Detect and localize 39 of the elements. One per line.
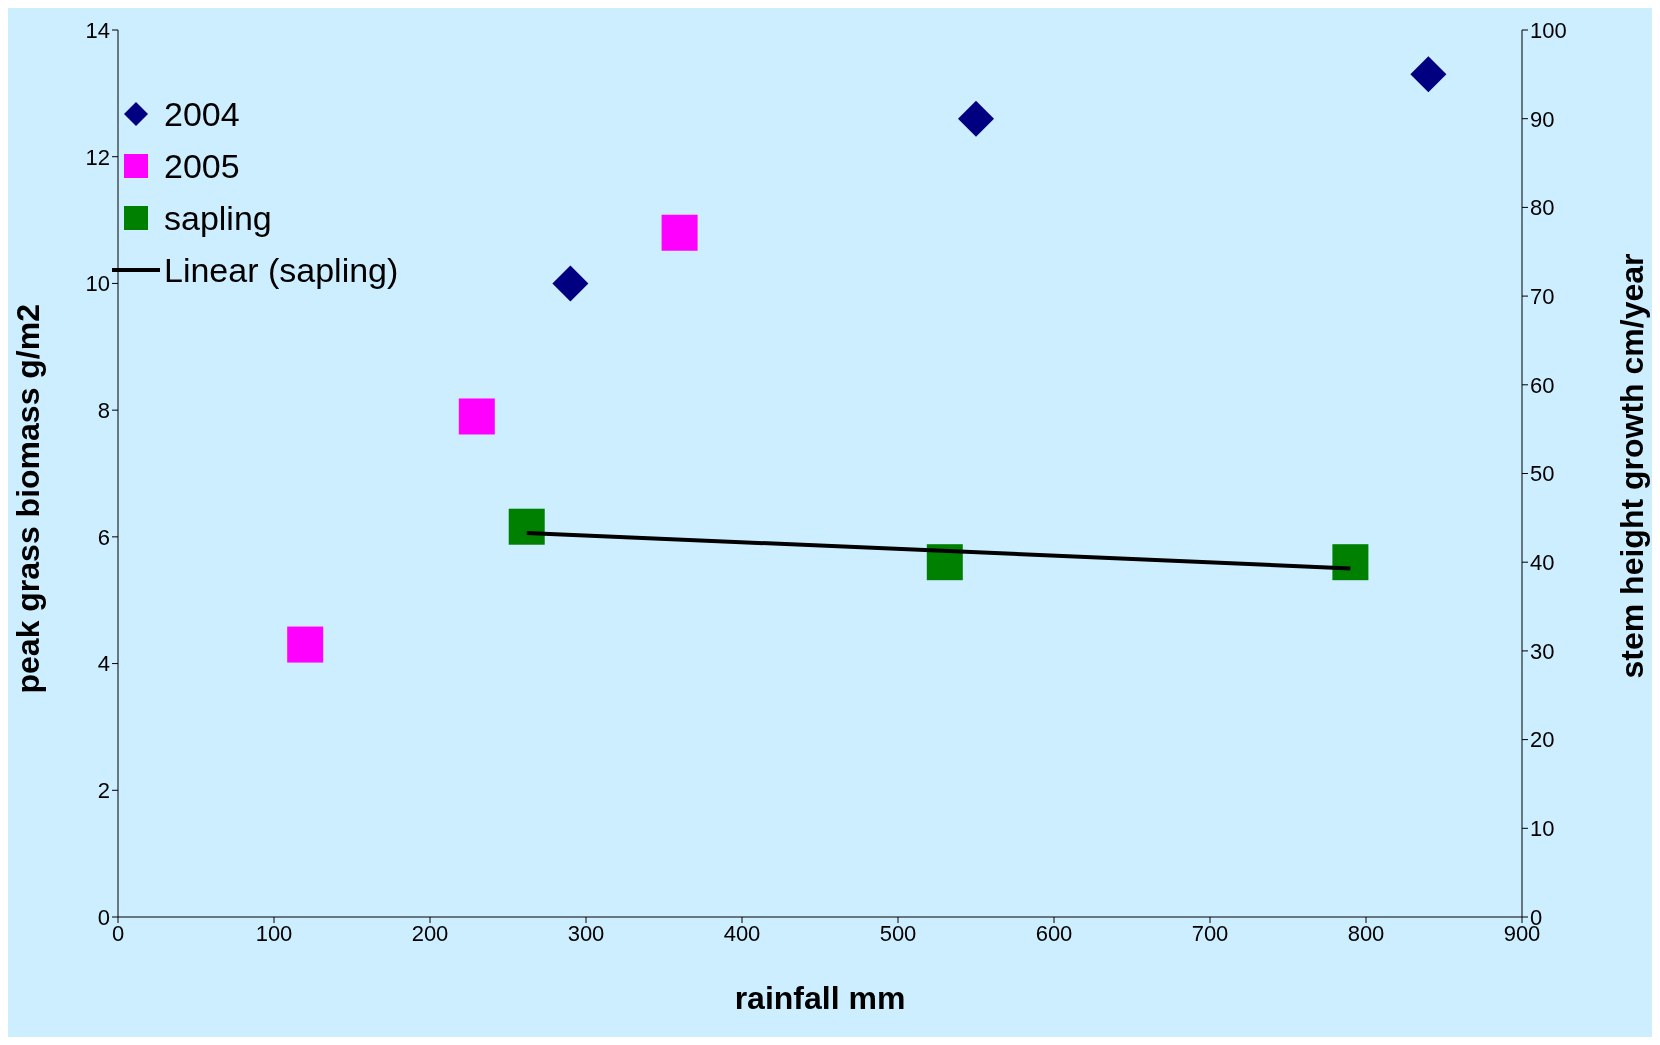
point [661,214,698,251]
y-tick-label: 4 [97,651,110,677]
y-tick-label: 6 [97,524,110,550]
x-tick-label: 400 [723,920,761,946]
point [458,398,495,435]
y-tick-label: 0 [97,904,110,930]
x-tick-label: 200 [411,920,449,946]
y-tick-label: 2 [97,778,110,804]
point [287,626,324,663]
x-tick-label: 600 [1035,920,1073,946]
x-tick-label: 300 [567,920,605,946]
legend-label: 2005 [164,146,240,186]
y-tick-label: 12 [85,144,110,170]
x-axis-title: rainfall mm [734,980,906,1016]
y2-tick-label: 30 [1530,638,1555,664]
legend-label: sapling [164,198,272,238]
legend-label: Linear (sapling) [164,250,399,290]
y2-tick-label: 50 [1530,461,1555,487]
y-tick-label: 10 [85,271,110,297]
x-tick-label: 500 [879,920,917,946]
y2-tick-label: 10 [1530,816,1555,842]
y2-tick-label: 90 [1530,106,1555,132]
point [552,265,589,302]
y2-tick-label: 40 [1530,550,1555,576]
y2-tick-label: 60 [1530,372,1555,398]
y-tick-label: 14 [85,17,110,43]
x-tick-label: 100 [255,920,293,946]
y2-tick-label: 20 [1530,727,1555,753]
y-tick-label: 8 [97,397,110,423]
point [1410,56,1447,93]
y2-axis-title: stem height growth cm/year [1614,253,1651,679]
y2-tick-label: 100 [1530,17,1567,43]
y2-tick-label: 80 [1530,195,1555,221]
y2-tick-label: 70 [1530,283,1555,309]
y-axis-title: peak grass biomass g/m2 [10,303,47,694]
x-tick-label: 700 [1191,920,1229,946]
point [958,100,994,137]
x-tick-label: 800 [1347,920,1385,946]
legend-label: 2004 [164,94,240,134]
